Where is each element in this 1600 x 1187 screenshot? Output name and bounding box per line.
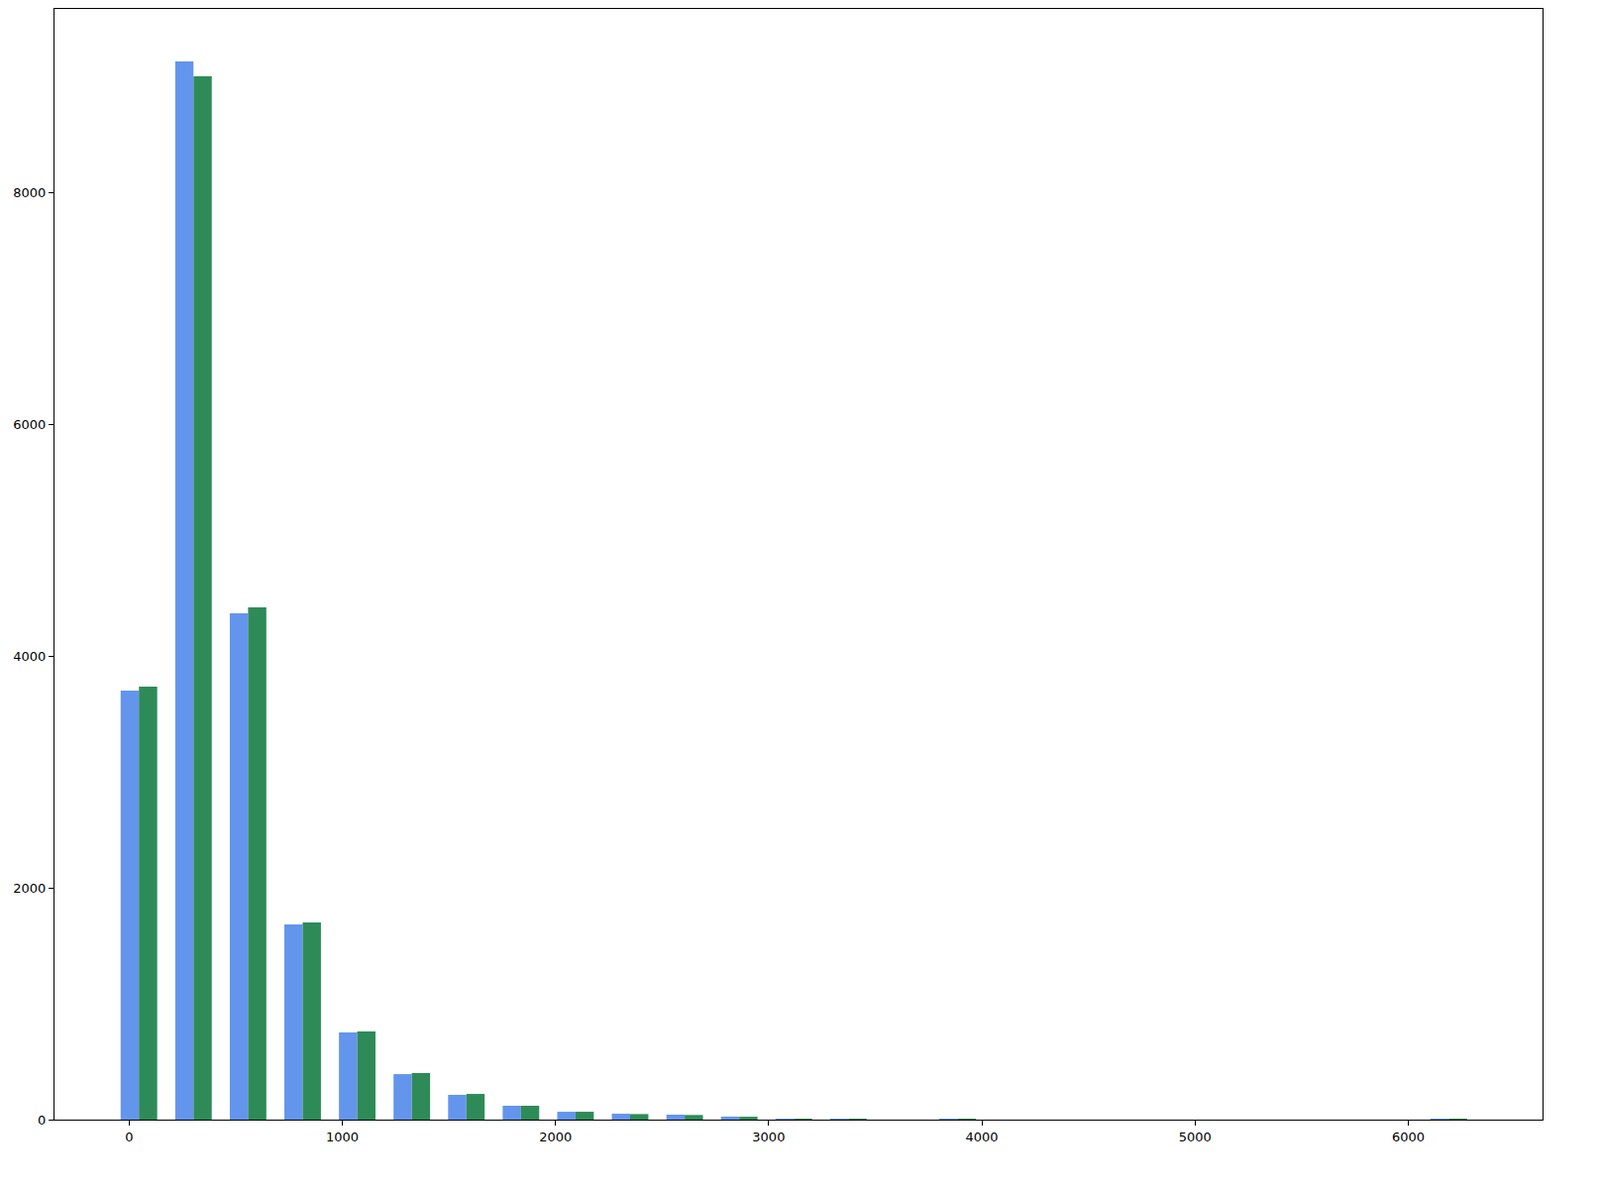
svg-text:1000: 1000 xyxy=(325,1129,359,1145)
svg-text:3000: 3000 xyxy=(751,1129,785,1145)
svg-text:0: 0 xyxy=(124,1129,133,1145)
svg-text:6000: 6000 xyxy=(12,417,46,432)
svg-text:8000: 8000 xyxy=(12,185,46,201)
svg-text:4000: 4000 xyxy=(965,1129,999,1145)
svg-text:2000: 2000 xyxy=(538,1129,572,1145)
svg-text:2000: 2000 xyxy=(12,880,46,896)
svg-text:6000: 6000 xyxy=(1391,1129,1425,1145)
svg-text:0: 0 xyxy=(37,1112,46,1128)
svg-text:4000: 4000 xyxy=(12,648,46,664)
svg-text:5000: 5000 xyxy=(1178,1129,1212,1145)
